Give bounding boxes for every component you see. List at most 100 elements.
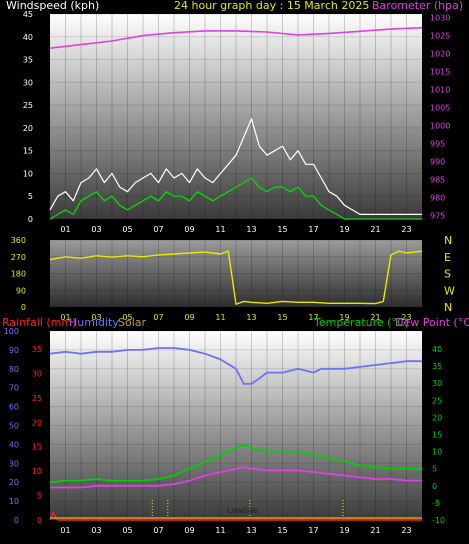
compass-label: E [444, 251, 451, 264]
humidity-tick-label: 50 [9, 422, 19, 431]
y2-tick-label: 975 [430, 211, 445, 220]
y-tick-label: 25 [23, 101, 33, 110]
rain-tick-label: 0 [37, 516, 42, 525]
x-tick-label: 11 [215, 225, 225, 234]
x-tick-label: 09 [184, 526, 194, 535]
temp-tick-label: 25 [432, 396, 442, 405]
compass-label: W [444, 284, 455, 297]
temp-tick-label: 0 [432, 482, 437, 491]
compass-label: N [444, 234, 452, 247]
x-tick-label: 05 [122, 313, 132, 322]
solar-label: Solar [118, 316, 147, 329]
series-line [49, 118, 422, 215]
y2-tick-label: 1010 [430, 86, 450, 95]
y-tick-label: 10 [23, 169, 33, 178]
y2-tick-label: 1030 [430, 14, 450, 23]
temp-tick-label: 5 [432, 465, 437, 474]
x-tick-label: 05 [122, 225, 132, 234]
x-tick-label: 21 [370, 526, 380, 535]
x-tick-label: 03 [91, 225, 101, 234]
y-tick-label: 180 [11, 270, 26, 279]
temp-tick-label: 15 [432, 431, 442, 440]
y-tick-label: 40 [23, 33, 33, 42]
x-tick-label: 23 [401, 313, 411, 322]
y-tick-label: 45 [23, 10, 33, 19]
humidity-tick-label: 0 [14, 516, 19, 525]
rainfall-label: Rainfall (mm) [2, 316, 76, 329]
y-tick-label: 90 [16, 286, 26, 295]
temp-tick-label: 20 [432, 413, 442, 422]
y2-tick-label: 980 [430, 193, 445, 202]
x-tick-label: 01 [60, 225, 70, 234]
humidity-tick-label: 90 [9, 346, 19, 355]
x-tick-label: 21 [370, 225, 380, 234]
x-tick-label: 03 [91, 313, 101, 322]
x-tick-label: 05 [122, 526, 132, 535]
x-tick-label: 07 [153, 225, 163, 234]
y-tick-label: 20 [23, 124, 33, 133]
y-tick-label: 15 [23, 147, 33, 156]
x-tick-label: 11 [215, 313, 225, 322]
temp-tick-label: 35 [432, 362, 442, 371]
y-tick-label: 5 [28, 192, 33, 201]
y2-tick-label: 985 [430, 175, 445, 184]
x-tick-label: 19 [339, 526, 349, 535]
y2-tick-label: 1020 [430, 50, 450, 59]
humidity-tick-label: 80 [9, 365, 19, 374]
y-tick-label: 0 [21, 303, 26, 312]
x-tick-label: 19 [339, 313, 349, 322]
temperature-label: Temperature (°C) [313, 316, 409, 329]
x-tick-label: 15 [277, 313, 287, 322]
barometer-axis-label: Barometer (hpa) [372, 0, 463, 12]
humidity-tick-label: 20 [9, 478, 19, 487]
y-tick-label: 30 [23, 78, 33, 87]
rain-tick-label: 15 [32, 443, 42, 452]
rain-tick-label: 25 [32, 394, 42, 403]
series-line [49, 177, 422, 220]
temp-tick-label: -10 [432, 516, 445, 525]
series-line [49, 250, 423, 305]
x-tick-label: 13 [246, 526, 256, 535]
temp-tick-label: 30 [432, 379, 442, 388]
x-tick-label: 15 [277, 526, 287, 535]
x-tick-label: 09 [184, 313, 194, 322]
rain-tick-label: 35 [32, 345, 42, 354]
series-line [49, 512, 422, 521]
y-tick-label: 360 [11, 236, 26, 245]
wind-panel [50, 14, 422, 219]
x-tick-label: 21 [370, 313, 380, 322]
temp-tick-label: -5 [432, 499, 440, 508]
series-line [49, 26, 423, 49]
x-tick-label: 07 [153, 526, 163, 535]
rain-tick-label: 30 [32, 369, 42, 378]
x-tick-label: 03 [91, 526, 101, 535]
rain-tick-label: 20 [32, 418, 42, 427]
x-tick-label: 23 [401, 225, 411, 234]
series-line [49, 443, 422, 484]
dewpoint-label: Dew Point (°C) [395, 316, 469, 329]
humidity-tick-label: 100 [4, 327, 19, 336]
x-tick-label: 09 [184, 225, 194, 234]
x-tick-label: 01 [60, 313, 70, 322]
windspeed-axis-label: Windspeed (kph) [6, 0, 99, 12]
x-tick-label: 17 [308, 225, 318, 234]
y2-tick-label: 990 [430, 157, 445, 166]
x-tick-label: 15 [277, 225, 287, 234]
x-tick-label: 17 [308, 313, 318, 322]
y-tick-label: 35 [23, 56, 33, 65]
x-tick-label: 19 [339, 225, 349, 234]
x-tick-label: 11 [215, 526, 225, 535]
y-tick-label: 270 [11, 253, 26, 262]
humidity-tick-label: 70 [9, 384, 19, 393]
humidity-tick-label: 40 [9, 440, 19, 449]
x-tick-label: 17 [308, 526, 318, 535]
temp-tick-label: 10 [432, 448, 442, 457]
temp-tick-label: 40 [432, 345, 442, 354]
y-tick-label: 0 [28, 215, 33, 224]
y2-tick-label: 1000 [430, 121, 450, 130]
chart-title: 24 hour graph day : 15 March 2025 [174, 0, 369, 12]
y2-tick-label: 1015 [430, 68, 450, 77]
x-tick-label: 23 [401, 526, 411, 535]
y2-tick-label: 1025 [430, 32, 450, 41]
